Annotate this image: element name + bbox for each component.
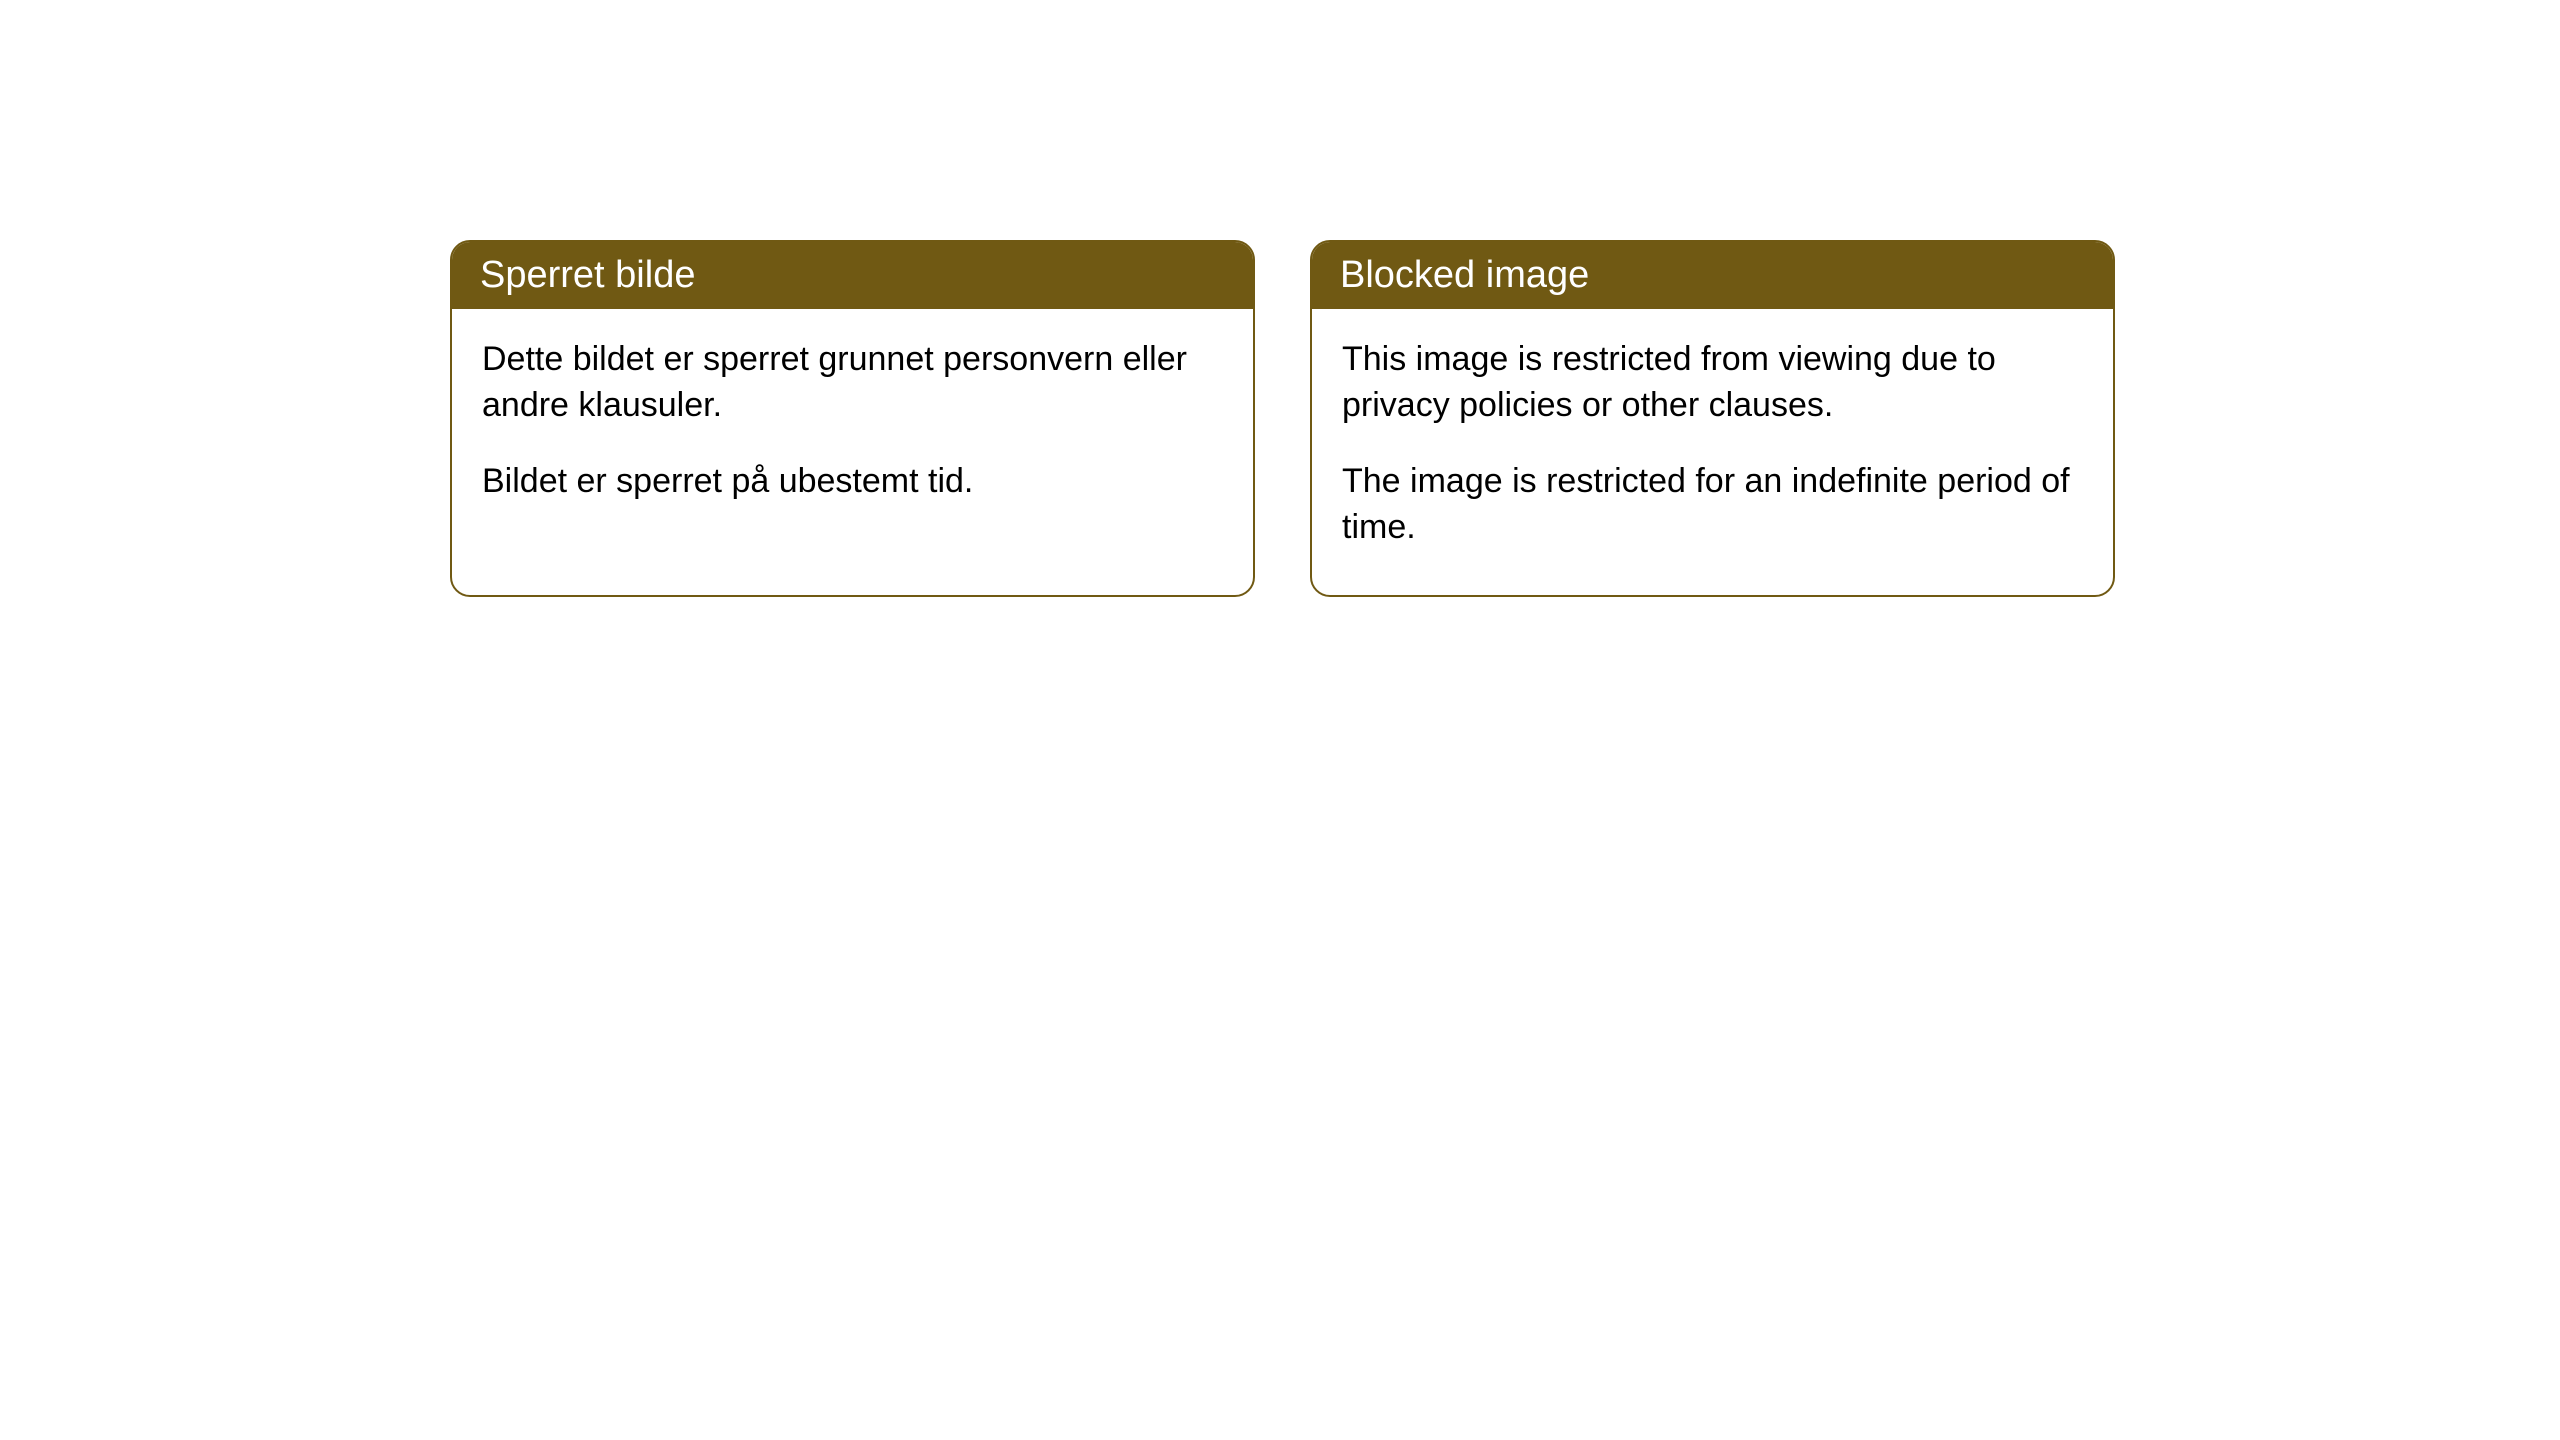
card-body: Dette bildet er sperret grunnet personve… <box>452 309 1253 549</box>
card-paragraph-2: The image is restricted for an indefinit… <box>1342 459 2083 551</box>
card-header: Sperret bilde <box>452 242 1253 309</box>
card-title: Blocked image <box>1340 254 1589 296</box>
card-paragraph-2: Bildet er sperret på ubestemt tid. <box>482 459 1223 505</box>
notice-cards-container: Sperret bilde Dette bildet er sperret gr… <box>450 240 2560 597</box>
card-title: Sperret bilde <box>480 254 695 296</box>
card-body: This image is restricted from viewing du… <box>1312 309 2113 595</box>
notice-card-english: Blocked image This image is restricted f… <box>1310 240 2115 597</box>
notice-card-norwegian: Sperret bilde Dette bildet er sperret gr… <box>450 240 1255 597</box>
card-paragraph-1: Dette bildet er sperret grunnet personve… <box>482 337 1223 429</box>
card-header: Blocked image <box>1312 242 2113 309</box>
card-paragraph-1: This image is restricted from viewing du… <box>1342 337 2083 429</box>
